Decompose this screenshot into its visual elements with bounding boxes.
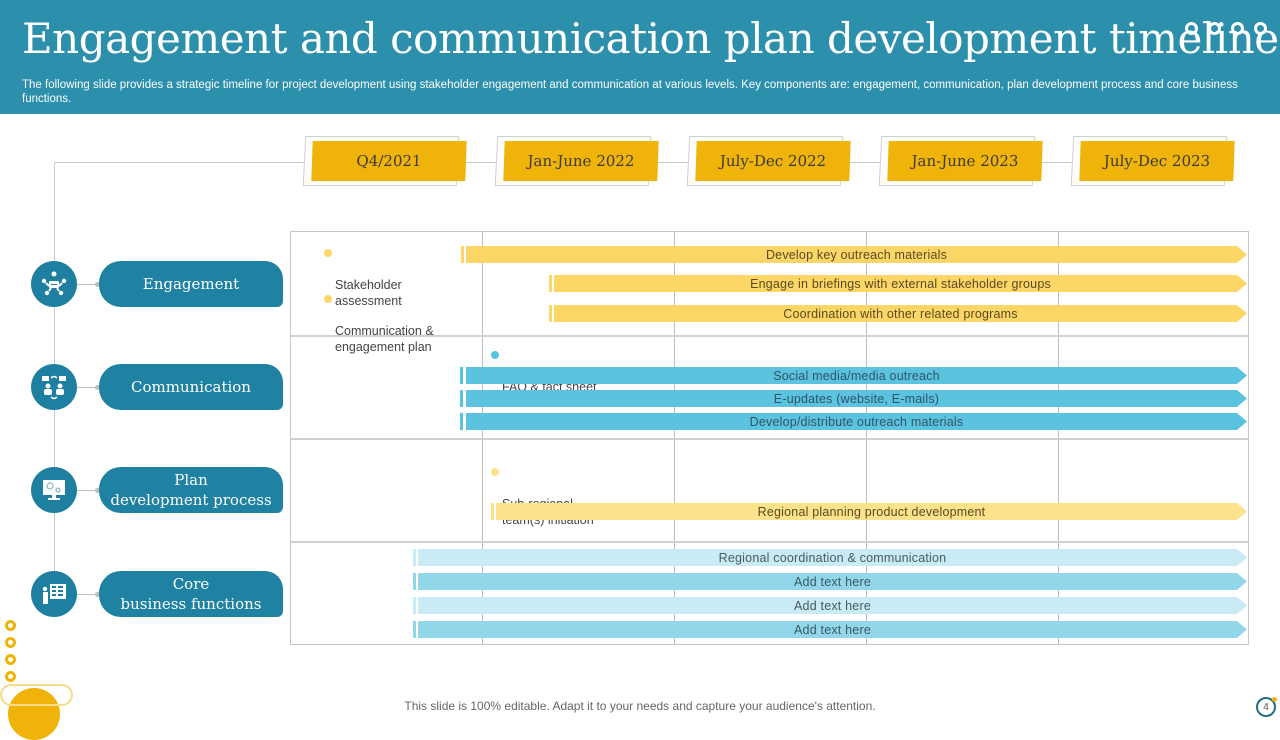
grid-row-divider <box>291 541 1248 543</box>
category-connector <box>77 592 100 597</box>
bar-stub <box>460 413 463 430</box>
period-july-dec-2022: July-Dec 2022 <box>686 136 851 186</box>
bullet-dot-icon <box>491 468 499 476</box>
bar-add-text-1: Add text here <box>418 573 1247 590</box>
period-jan-june-2023: Jan-June 2023 <box>878 136 1043 186</box>
bar-stub <box>461 246 464 263</box>
timeline-top-connector <box>54 162 304 163</box>
period-jan-june-2022: Jan-June 2022 <box>494 136 659 186</box>
milestone-label: Communication & engagement plan <box>335 324 434 354</box>
grid-row-divider <box>291 438 1248 440</box>
page-number: 4 <box>1256 697 1277 717</box>
period-label: Jan-June 2023 <box>887 141 1043 181</box>
timeline-grid <box>290 231 1249 645</box>
ring-icon <box>5 654 16 665</box>
bar-add-text-3: Add text here <box>418 621 1247 638</box>
decorative-dots-left <box>5 620 16 682</box>
bar-engage-briefings: Engage in briefings with external stakeh… <box>554 275 1247 292</box>
category-connector <box>77 282 100 287</box>
category-connector <box>77 488 100 493</box>
period-july-dec-2023: July-Dec 2023 <box>1070 136 1235 186</box>
bullet-dot-icon <box>324 249 332 257</box>
category-plan-development: Plan development process <box>99 467 283 513</box>
bar-stub <box>413 621 416 638</box>
period-connector <box>466 162 498 163</box>
people-exchange-icon <box>31 364 77 410</box>
bar-stub <box>460 390 463 407</box>
grid-row-divider <box>291 335 1248 337</box>
ring-icon <box>5 637 16 648</box>
period-connector <box>658 162 690 163</box>
ring-icon <box>5 671 16 682</box>
ring-icon <box>1231 22 1244 35</box>
period-q4-2021: Q4/2021 <box>302 136 467 186</box>
bar-stub <box>549 305 552 322</box>
computer-gears-icon <box>31 467 77 513</box>
slide-title: Engagement and communication plan develo… <box>22 14 1279 63</box>
bar-stub <box>413 573 416 590</box>
period-connector <box>1042 162 1074 163</box>
category-connector <box>77 385 100 390</box>
milestone-communication-plan: Communication & engagement plan <box>324 291 434 355</box>
ring-icon <box>1254 22 1267 35</box>
category-core-business: Core business functions <box>99 571 283 617</box>
decorative-pill <box>0 684 73 706</box>
presenter-board-icon <box>31 571 77 617</box>
header-banner: Engagement and communication plan develo… <box>0 0 1280 114</box>
period-label: July-Dec 2023 <box>1079 141 1235 181</box>
period-label: Jan-June 2022 <box>503 141 659 181</box>
bar-add-text-2: Add text here <box>418 597 1247 614</box>
bullet-dot-icon <box>324 295 332 303</box>
bar-develop-outreach: Develop key outreach materials <box>466 246 1247 263</box>
ring-icon <box>1208 22 1221 35</box>
bar-stub <box>491 503 494 520</box>
period-label: July-Dec 2022 <box>695 141 851 181</box>
bar-social-media: Social media/media outreach <box>466 367 1247 384</box>
slide-subtitle: The following slide provides a strategic… <box>22 79 1238 105</box>
bar-stub <box>549 275 552 292</box>
decorative-dots <box>1185 22 1267 35</box>
period-connector <box>850 162 882 163</box>
bar-stub <box>460 367 463 384</box>
ring-icon <box>1185 22 1198 35</box>
team-meeting-icon <box>31 261 77 307</box>
bar-stub <box>413 549 416 566</box>
bar-stub <box>413 597 416 614</box>
footer-note: This slide is 100% editable. Adapt it to… <box>404 699 876 713</box>
bar-distribute-outreach: Develop/distribute outreach materials <box>466 413 1247 430</box>
milestone-label: Stakeholder assessment <box>335 278 402 308</box>
bar-regional-coordination: Regional coordination & communication <box>418 549 1247 566</box>
bullet-dot-icon <box>491 351 499 359</box>
ring-icon <box>5 620 16 631</box>
category-communication: Communication <box>99 364 283 410</box>
bar-coordination-programs: Coordination with other related programs <box>554 305 1247 322</box>
bar-e-updates: E-updates (website, E-mails) <box>466 390 1247 407</box>
period-label: Q4/2021 <box>311 141 467 181</box>
bar-regional-planning: Regional planning product development <box>496 503 1247 520</box>
milestone-stakeholder-assessment: Stakeholder assessment <box>324 245 402 309</box>
category-engagement: Engagement <box>99 261 283 307</box>
